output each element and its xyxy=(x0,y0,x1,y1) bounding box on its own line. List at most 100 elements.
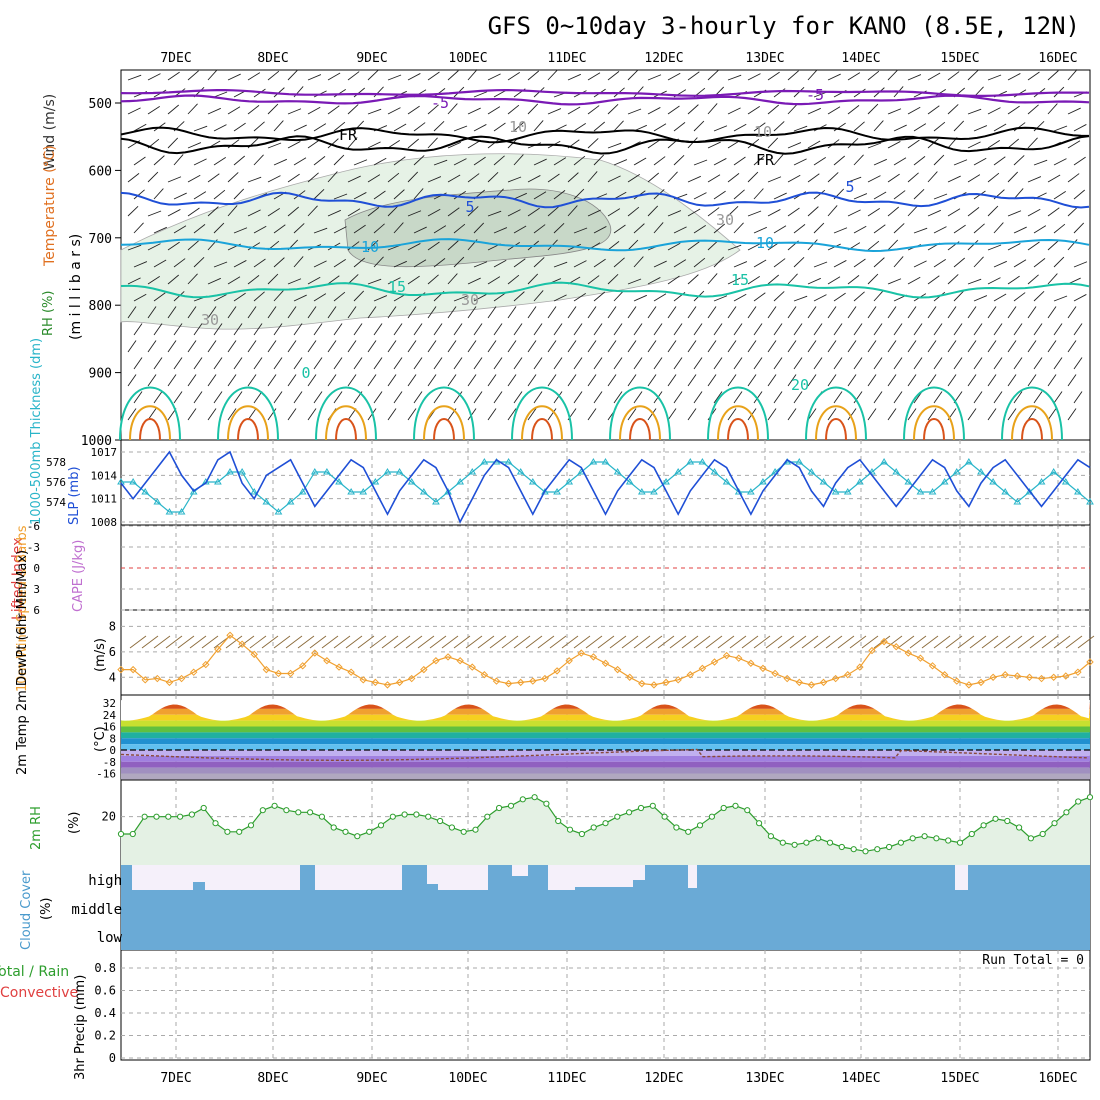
wind-barb xyxy=(147,306,157,319)
wind-barb xyxy=(127,374,137,387)
thickness-marker xyxy=(831,488,840,495)
wind-barb xyxy=(947,374,957,387)
thickness-marker xyxy=(964,458,973,465)
wind-barb xyxy=(147,275,160,285)
contour-fr-a xyxy=(120,126,1090,144)
wind-barb xyxy=(953,257,966,268)
wind-barb xyxy=(1047,408,1057,421)
wind-barb xyxy=(593,291,606,302)
contour-25 xyxy=(913,405,955,441)
wind-barb xyxy=(247,306,257,319)
wind-barb xyxy=(773,291,785,302)
wind-barb xyxy=(167,137,179,149)
wind-barb xyxy=(807,173,820,183)
wind-barb xyxy=(427,340,437,353)
wind-barb xyxy=(807,277,821,285)
wind10-barb xyxy=(309,635,327,649)
wind-barb xyxy=(833,357,843,370)
rh-marker xyxy=(247,822,255,829)
rh-marker xyxy=(956,839,964,846)
temp-tick-label: 0 xyxy=(109,744,116,757)
wind-barb xyxy=(587,72,601,81)
thickness-marker xyxy=(698,458,707,465)
wind-barb xyxy=(793,125,808,132)
thickness-marker xyxy=(892,468,901,475)
wind-barb xyxy=(453,190,466,200)
slp-tick-label: 1008 xyxy=(91,516,118,529)
wind-barb xyxy=(533,158,547,166)
contour-30 xyxy=(825,418,847,441)
thickness-marker xyxy=(298,488,307,495)
high-cloud-gap xyxy=(955,865,968,890)
wind-barb xyxy=(507,374,517,387)
rh-marker xyxy=(637,804,645,812)
wind-barb xyxy=(713,295,728,302)
contour-10 xyxy=(120,238,1090,253)
wind-barb xyxy=(1013,226,1027,234)
thickness-marker xyxy=(480,458,489,465)
pressure-tick-label: 800 xyxy=(89,299,112,314)
wind10-marker xyxy=(238,640,246,648)
wind-barb xyxy=(313,156,326,166)
thickness-marker xyxy=(335,478,343,485)
wind-barb xyxy=(573,227,588,234)
wind10-marker xyxy=(189,668,198,676)
wind-barb xyxy=(353,224,366,234)
contour-30 xyxy=(237,418,259,441)
thickness-marker xyxy=(165,508,174,515)
wind-barb xyxy=(733,391,743,404)
wind-barb xyxy=(293,256,304,268)
temp-band xyxy=(121,761,1090,768)
temp-tick-label: 16 xyxy=(103,721,116,734)
wind-barb xyxy=(1027,274,1039,285)
wind-barb xyxy=(333,193,348,200)
wind10-barb xyxy=(369,635,387,649)
thickness-marker xyxy=(177,508,186,515)
wind10-barb xyxy=(429,635,447,649)
wind10-marker xyxy=(480,671,489,679)
wind-barb xyxy=(327,138,339,149)
wind-barb xyxy=(687,104,699,115)
dewpoint-line xyxy=(120,748,1088,761)
rh-marker xyxy=(992,815,999,822)
wind10-barb xyxy=(909,635,927,649)
wind-barb xyxy=(613,323,623,336)
wind-barb xyxy=(173,291,185,302)
wind-barb xyxy=(433,225,447,234)
wind10-barb xyxy=(633,635,651,649)
cloud-level-label: high xyxy=(88,873,122,889)
wind10-barb xyxy=(129,635,147,649)
wind-barb xyxy=(687,408,697,421)
wind-barb xyxy=(367,141,381,149)
wind-barb xyxy=(753,357,763,370)
wind-barb xyxy=(393,357,403,370)
wind-barb xyxy=(233,260,247,268)
wind-barb xyxy=(607,374,617,387)
wind-barb xyxy=(927,72,941,81)
top-date-label: 12DEC xyxy=(644,51,683,66)
wind-barb xyxy=(587,138,599,149)
contour-15 xyxy=(120,281,1090,299)
wind-barb xyxy=(847,408,857,421)
wind-barb xyxy=(187,273,198,285)
wind-barb xyxy=(867,103,879,115)
rh-marker xyxy=(803,839,810,846)
wind-barb xyxy=(987,277,1001,285)
wind-barb xyxy=(353,290,365,302)
wind-barb xyxy=(887,278,902,285)
wind10m-panel: 8 6 4 xyxy=(109,619,1095,689)
wind-barb xyxy=(967,141,981,149)
wind-barb xyxy=(287,340,297,353)
wind-barb xyxy=(273,158,287,166)
wind-barb xyxy=(133,293,147,302)
wind-barb xyxy=(187,340,197,353)
wind-barb xyxy=(947,274,959,285)
wind-barb xyxy=(233,357,243,370)
rh-marker xyxy=(897,839,905,846)
wind-barb xyxy=(767,71,780,81)
contour-fr-b xyxy=(120,135,1090,155)
wind-barb xyxy=(293,323,303,336)
wind-barb xyxy=(993,391,1003,404)
wind-barb xyxy=(293,223,305,234)
contour-20 xyxy=(903,386,965,441)
